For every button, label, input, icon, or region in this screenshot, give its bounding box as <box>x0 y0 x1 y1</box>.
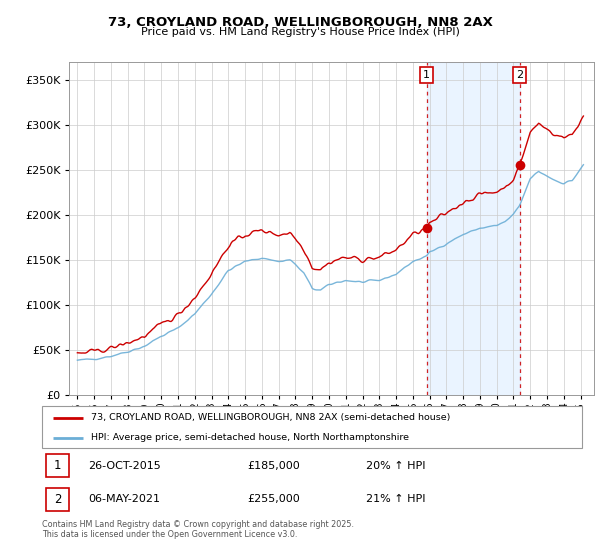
FancyBboxPatch shape <box>46 454 69 477</box>
Text: 1: 1 <box>54 459 61 472</box>
Text: 1: 1 <box>423 70 430 80</box>
Text: Price paid vs. HM Land Registry's House Price Index (HPI): Price paid vs. HM Land Registry's House … <box>140 27 460 37</box>
Bar <box>427 62 520 395</box>
Text: 20% ↑ HPI: 20% ↑ HPI <box>366 461 425 471</box>
Text: 73, CROYLAND ROAD, WELLINGBOROUGH, NN8 2AX (semi-detached house): 73, CROYLAND ROAD, WELLINGBOROUGH, NN8 2… <box>91 413 450 422</box>
Text: 2: 2 <box>516 70 523 80</box>
FancyBboxPatch shape <box>46 488 69 511</box>
Text: HPI: Average price, semi-detached house, North Northamptonshire: HPI: Average price, semi-detached house,… <box>91 433 409 442</box>
FancyBboxPatch shape <box>42 406 582 448</box>
Text: Contains HM Land Registry data © Crown copyright and database right 2025.
This d: Contains HM Land Registry data © Crown c… <box>42 520 354 539</box>
Text: £255,000: £255,000 <box>247 494 300 504</box>
Text: 21% ↑ HPI: 21% ↑ HPI <box>366 494 425 504</box>
Text: £185,000: £185,000 <box>247 461 300 471</box>
Text: 73, CROYLAND ROAD, WELLINGBOROUGH, NN8 2AX: 73, CROYLAND ROAD, WELLINGBOROUGH, NN8 2… <box>107 16 493 29</box>
Text: 26-OCT-2015: 26-OCT-2015 <box>88 461 161 471</box>
Text: 2: 2 <box>54 493 61 506</box>
Text: 06-MAY-2021: 06-MAY-2021 <box>88 494 160 504</box>
